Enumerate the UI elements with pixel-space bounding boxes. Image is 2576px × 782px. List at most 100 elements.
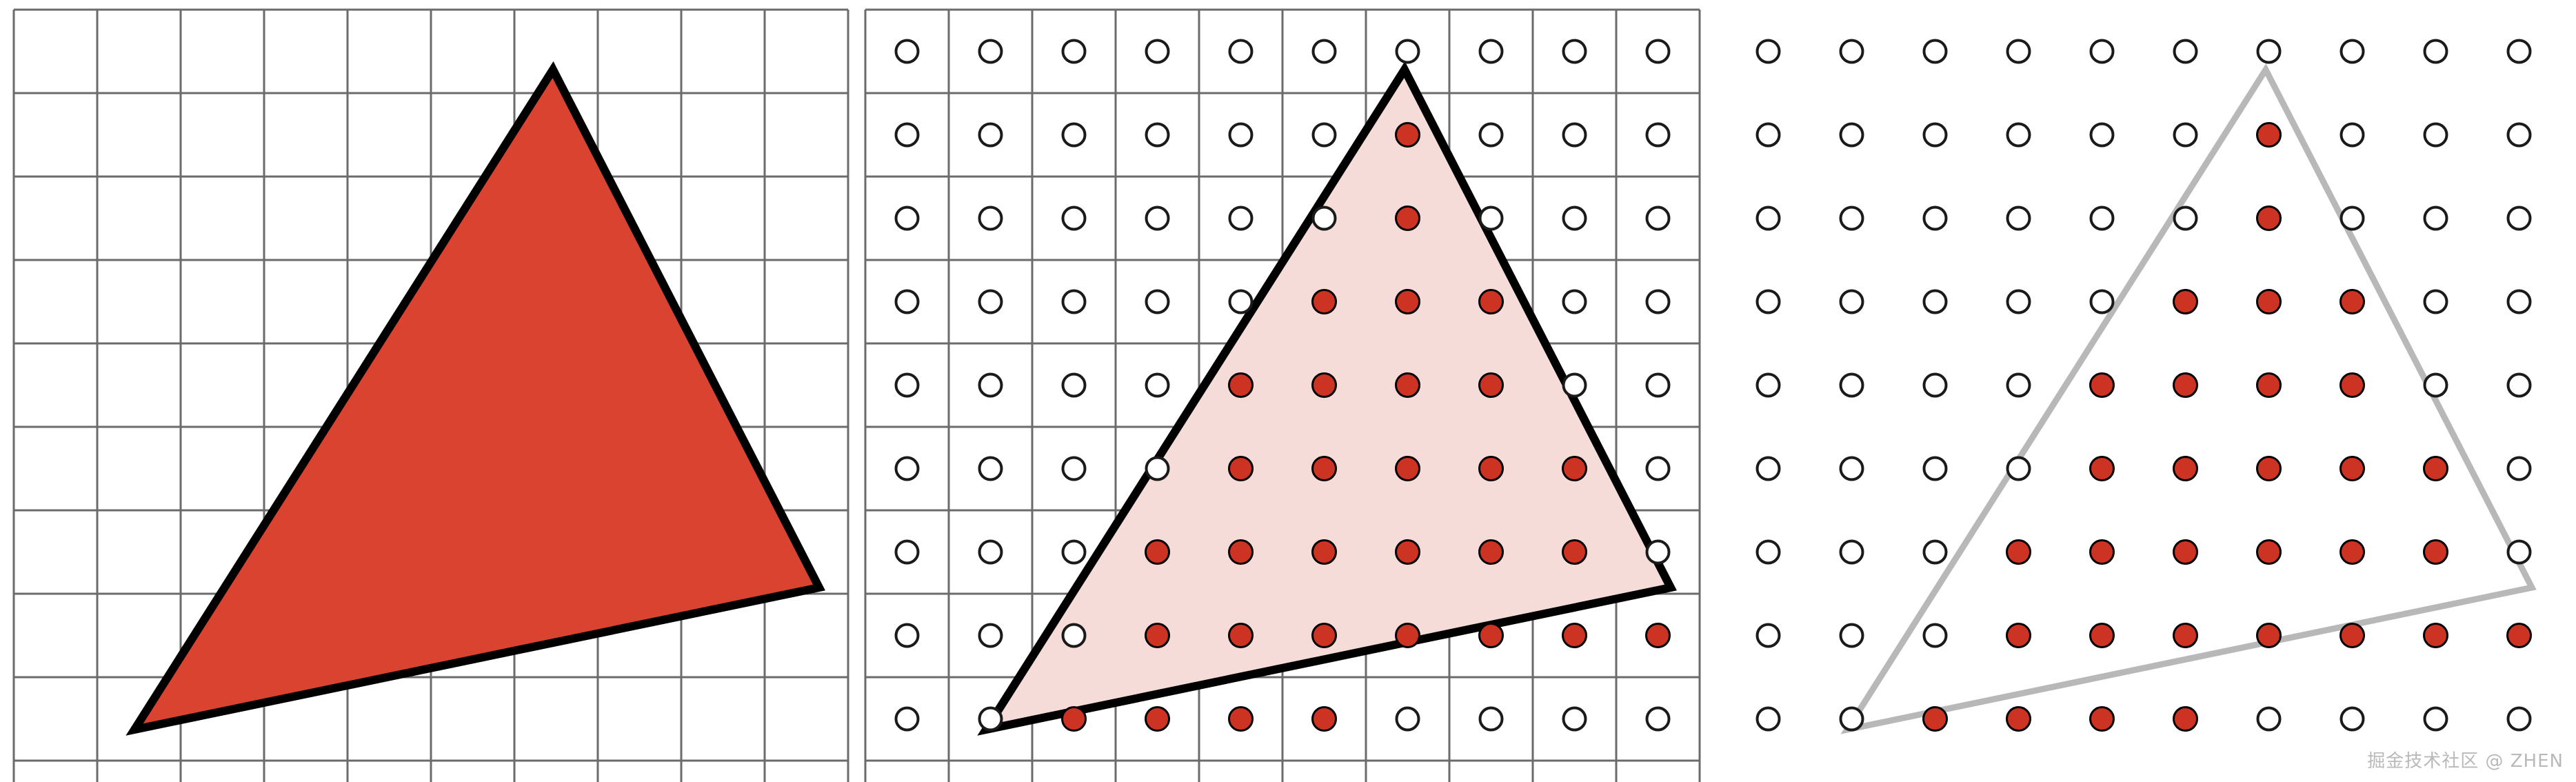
sample-dot-covered [2006, 706, 2031, 732]
triangle-shape [1840, 63, 2537, 734]
sample-dot-covered [1228, 539, 1254, 565]
sample-dot-covered [2173, 623, 2198, 648]
sample-dot-uncovered [1922, 39, 1948, 64]
sample-dot-covered [1311, 623, 1337, 648]
sample-dot-covered [2173, 289, 2198, 314]
sample-dot-covered [1478, 623, 1504, 648]
sample-dot-uncovered [894, 39, 920, 64]
sample-dot-covered [1478, 372, 1504, 398]
sample-dot-covered [2256, 289, 2282, 314]
sample-dot-uncovered [2089, 122, 2115, 148]
sample-dot-uncovered [1645, 372, 1671, 398]
sample-dot-uncovered [1922, 205, 1948, 231]
sample-dot-uncovered [1228, 122, 1254, 148]
sample-dot-uncovered [1145, 39, 1170, 64]
sample-dot-uncovered [1922, 372, 1948, 398]
sample-dot-covered [1228, 706, 1254, 732]
sample-dot-uncovered [978, 539, 1003, 565]
sample-dot-uncovered [2006, 205, 2031, 231]
sample-dot-uncovered [1645, 122, 1671, 148]
sample-dot-uncovered [1922, 456, 1948, 481]
sample-dot-uncovered [1145, 205, 1170, 231]
sample-dot-uncovered [1839, 39, 1864, 64]
panel-solid-triangle [0, 0, 849, 782]
sample-dot-uncovered [1755, 372, 1781, 398]
sample-dot-covered [1922, 706, 1948, 732]
sample-dot-uncovered [2506, 122, 2532, 148]
sample-dot-uncovered [1645, 456, 1671, 481]
sample-dot-uncovered [2506, 456, 2532, 481]
sample-dot-covered [2089, 539, 2115, 565]
sample-dot-covered [1562, 456, 1587, 481]
sample-dot-uncovered [1645, 289, 1671, 314]
sample-dot-uncovered [1145, 289, 1170, 314]
sample-dot-uncovered [2173, 205, 2198, 231]
sample-dot-uncovered [1228, 289, 1254, 314]
sample-dot-uncovered [894, 539, 920, 565]
sample-dot-uncovered [1228, 205, 1254, 231]
sample-dot-uncovered [1228, 39, 1254, 64]
sample-dot-grid [894, 39, 1671, 732]
sample-dot-covered [2506, 623, 2532, 648]
triangle-shape [125, 61, 825, 736]
sample-dot-uncovered [1839, 456, 1864, 481]
sample-dot-uncovered [2506, 205, 2532, 231]
sample-dot-uncovered [1145, 372, 1170, 398]
sample-dot-uncovered [1061, 456, 1087, 481]
sample-dot-uncovered [1145, 456, 1170, 481]
sample-dot-uncovered [2506, 706, 2532, 732]
sample-dot-covered [1061, 706, 1087, 732]
sample-dot-covered [1311, 372, 1337, 398]
sample-dot-covered [2423, 456, 2448, 481]
sample-dot-uncovered [2506, 372, 2532, 398]
sample-dot-uncovered [2006, 122, 2031, 148]
sample-dot-covered [1395, 205, 1420, 231]
sample-dot-uncovered [1839, 372, 1864, 398]
sample-dot-uncovered [1061, 289, 1087, 314]
sample-dot-uncovered [978, 289, 1003, 314]
sample-dot-covered [1478, 539, 1504, 565]
sample-dot-covered [1311, 706, 1337, 732]
panel-coverage-result [1717, 0, 2576, 782]
sample-dot-uncovered [2506, 539, 2532, 565]
sample-dot-covered [1478, 289, 1504, 314]
sample-dot-covered [2089, 706, 2115, 732]
sample-dot-covered [1311, 289, 1337, 314]
sample-dot-covered [2256, 372, 2282, 398]
sample-dot-uncovered [894, 372, 920, 398]
sample-dot-uncovered [2006, 372, 2031, 398]
sample-dot-covered [2173, 456, 2198, 481]
sample-dot-covered [2256, 122, 2282, 148]
sample-dot-uncovered [2256, 39, 2282, 64]
sample-dot-covered [2089, 623, 2115, 648]
sample-dot-uncovered [1922, 539, 1948, 565]
sample-dot-uncovered [1755, 539, 1781, 565]
sample-dot-uncovered [1839, 205, 1864, 231]
sample-dot-covered [2339, 372, 2365, 398]
sample-dot-uncovered [1395, 706, 1420, 732]
sample-dot-uncovered [2173, 39, 2198, 64]
sample-dot-covered [2256, 456, 2282, 481]
sample-dot-uncovered [894, 122, 920, 148]
sample-dot-covered [1395, 539, 1420, 565]
sample-dot-uncovered [2423, 706, 2448, 732]
sample-dot-uncovered [1562, 205, 1587, 231]
sample-dot-covered [2089, 456, 2115, 481]
sample-dot-uncovered [2423, 205, 2448, 231]
sample-dot-covered [1145, 539, 1170, 565]
sample-dot-uncovered [1755, 39, 1781, 64]
panel-1-surface [12, 8, 849, 782]
sample-dot-uncovered [1645, 706, 1671, 732]
sample-dot-uncovered [2423, 289, 2448, 314]
sample-dot-uncovered [1145, 122, 1170, 148]
sample-dot-covered [1145, 706, 1170, 732]
sample-dot-covered [2339, 539, 2365, 565]
sample-dot-covered [2423, 539, 2448, 565]
panel-3-surface [1755, 39, 2537, 734]
sample-dot-uncovered [2339, 122, 2365, 148]
sample-dot-uncovered [1922, 289, 1948, 314]
sample-dot-uncovered [1311, 205, 1337, 231]
sample-dot-uncovered [1839, 623, 1864, 648]
sample-dot-uncovered [1562, 122, 1587, 148]
